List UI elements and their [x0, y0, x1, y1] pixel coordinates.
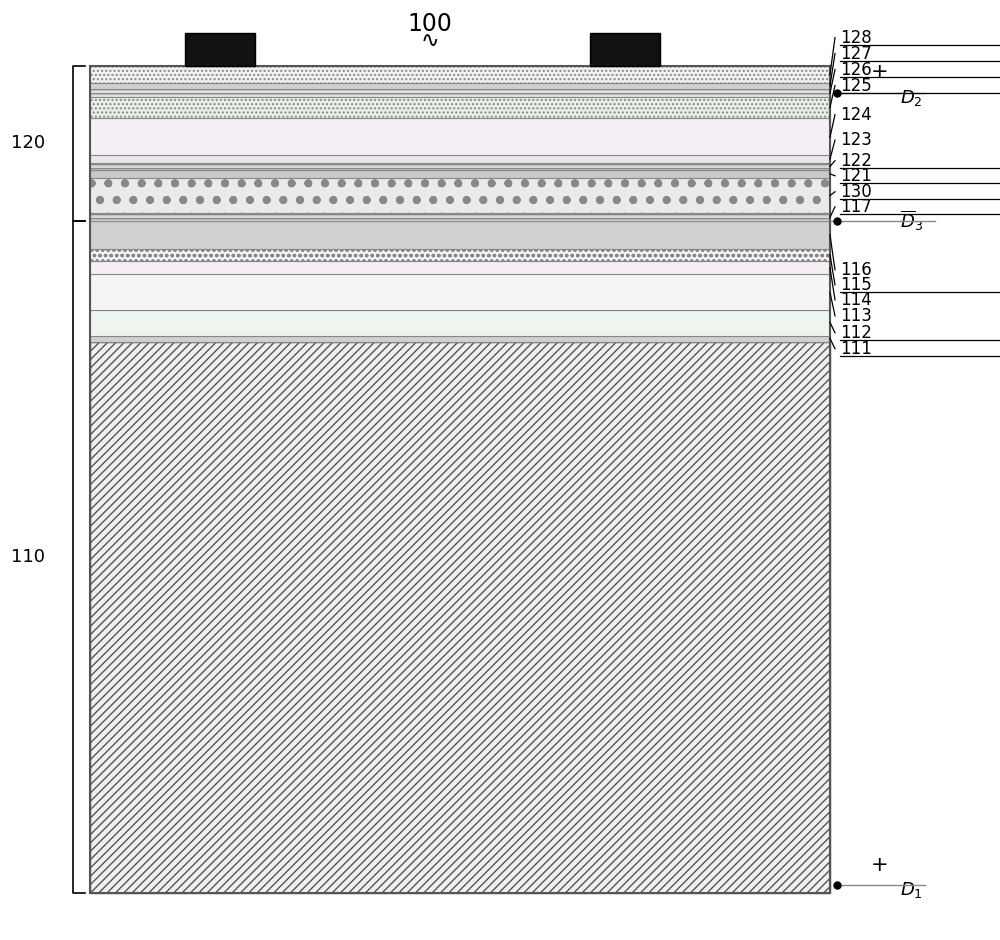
Bar [90, 66, 830, 893]
Bar [90, 155, 830, 163]
Bar [90, 310, 830, 336]
Bar [90, 66, 830, 83]
Bar [90, 97, 830, 118]
Text: 126: 126 [840, 60, 872, 79]
Bar [90, 178, 830, 213]
Bar [90, 89, 830, 97]
Text: 117: 117 [840, 197, 872, 216]
Bar [90, 170, 830, 178]
Bar [90, 213, 830, 221]
Text: 111: 111 [840, 339, 872, 358]
Bar [90, 221, 830, 249]
Text: 110: 110 [11, 548, 45, 566]
Text: 127: 127 [840, 44, 872, 63]
Text: 100: 100 [408, 12, 452, 37]
Text: 112: 112 [840, 323, 872, 342]
Bar [90, 342, 830, 893]
Text: $\overline{D}_3$: $\overline{D}_3$ [900, 209, 923, 233]
Bar [90, 163, 830, 170]
Bar [90, 261, 830, 274]
Bar [90, 274, 830, 310]
Text: 124: 124 [840, 105, 872, 124]
Bar [90, 336, 830, 342]
Text: 125: 125 [840, 76, 872, 95]
Text: 113: 113 [840, 306, 872, 325]
Text: 128: 128 [840, 28, 872, 47]
Text: $D_1$: $D_1$ [900, 880, 923, 901]
Text: 121: 121 [840, 166, 872, 185]
Bar [590, 33, 660, 66]
Bar [90, 83, 830, 89]
Text: 130: 130 [840, 182, 872, 201]
Text: 122: 122 [840, 151, 872, 170]
Text: ∿: ∿ [421, 31, 439, 52]
Text: 115: 115 [840, 275, 872, 294]
Bar [90, 118, 830, 155]
Text: +: + [871, 854, 889, 875]
Bar [185, 33, 255, 66]
Text: 114: 114 [840, 290, 872, 309]
Text: 123: 123 [840, 131, 872, 149]
Bar [90, 249, 830, 261]
Text: +: + [871, 62, 889, 83]
Text: 120: 120 [11, 134, 45, 152]
Text: $D_2$: $D_2$ [900, 87, 923, 108]
Text: 116: 116 [840, 260, 872, 279]
